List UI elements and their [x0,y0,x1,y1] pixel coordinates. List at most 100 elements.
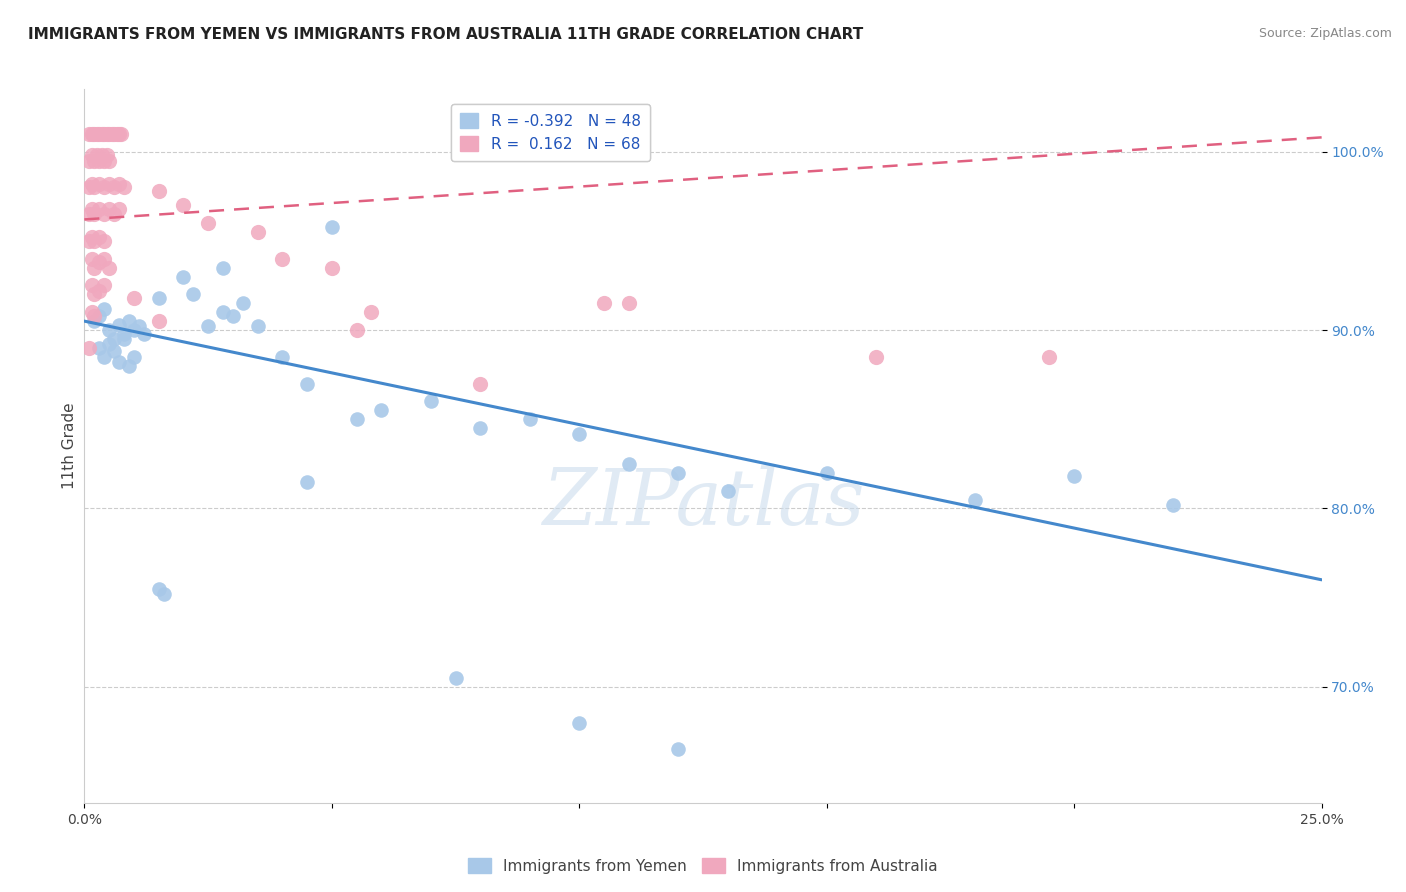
Point [96,127,118,141]
Point [80,148,103,162]
Point [122,323,145,337]
Legend: R = -0.392   N = 48, R =  0.162   N = 68: R = -0.392 N = 48, R = 0.162 N = 68 [451,104,650,161]
Text: IMMIGRANTS FROM YEMEN VS IMMIGRANTS FROM AUSTRALIA 11TH GRADE CORRELATION CHART: IMMIGRANTS FROM YEMEN VS IMMIGRANTS FROM… [28,27,863,42]
Point [80,305,103,319]
Point [103,332,125,346]
Point [212,305,235,319]
Point [89,309,111,323]
Point [112,332,135,346]
Point [89,153,111,168]
Point [93,127,115,141]
Point [568,715,591,730]
Point [98,260,121,275]
Point [110,127,132,141]
Point [83,287,105,301]
Point [666,466,689,480]
Point [666,742,689,756]
Point [212,260,235,275]
Point [321,219,343,234]
Point [152,587,174,601]
Point [93,180,115,194]
Point [80,177,103,191]
Point [86,127,108,141]
Point [98,153,121,168]
Point [79,341,101,355]
Point [108,177,131,191]
Point [93,301,115,316]
Point [98,323,121,337]
Point [98,177,121,191]
Point [148,314,170,328]
Point [346,412,368,426]
Point [83,309,105,323]
Point [89,230,111,244]
Point [1161,498,1184,512]
Point [100,127,122,141]
Point [80,202,103,216]
Point [271,252,294,266]
Point [108,355,131,369]
Point [172,198,194,212]
Point [96,148,118,162]
Point [89,284,111,298]
Point [122,291,145,305]
Point [98,202,121,216]
Point [444,671,467,685]
Point [90,127,112,141]
Point [80,278,103,293]
Point [172,269,194,284]
Point [79,180,101,194]
Point [83,234,105,248]
Point [83,127,105,141]
Point [519,412,541,426]
Point [89,341,111,355]
Point [246,319,269,334]
Point [122,350,145,364]
Y-axis label: 11th Grade: 11th Grade [62,402,77,490]
Point [89,255,111,269]
Point [118,314,141,328]
Point [321,260,343,275]
Point [83,314,105,328]
Point [93,207,115,221]
Point [419,394,441,409]
Point [90,148,112,162]
Point [717,483,740,498]
Point [568,426,591,441]
Point [93,234,115,248]
Point [346,323,368,337]
Point [86,148,108,162]
Point [80,230,103,244]
Point [98,127,121,141]
Point [118,359,141,373]
Legend: Immigrants from Yemen, Immigrants from Australia: Immigrants from Yemen, Immigrants from A… [463,852,943,880]
Point [79,153,101,168]
Point [80,252,103,266]
Point [593,296,616,310]
Point [93,153,115,168]
Point [103,207,125,221]
Point [360,305,382,319]
Point [1063,469,1085,483]
Point [79,207,101,221]
Point [181,287,204,301]
Point [83,153,105,168]
Point [197,319,219,334]
Point [232,296,254,310]
Point [80,127,103,141]
Point [93,278,115,293]
Point [83,260,105,275]
Point [89,127,111,141]
Point [105,127,128,141]
Point [108,318,131,332]
Point [83,180,105,194]
Point [83,207,105,221]
Point [128,319,150,334]
Point [148,291,170,305]
Point [103,180,125,194]
Point [89,202,111,216]
Point [815,466,838,480]
Point [79,127,101,141]
Point [148,184,170,198]
Point [470,376,492,391]
